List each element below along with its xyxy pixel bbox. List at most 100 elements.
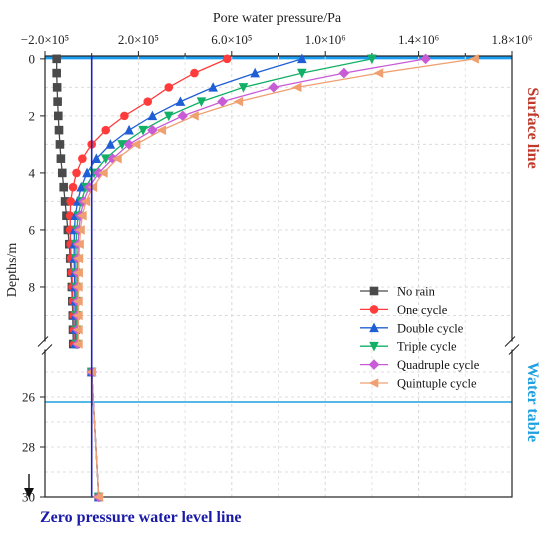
data-point (196, 97, 207, 107)
data-point (52, 54, 61, 64)
y-tick-label: 0 (29, 51, 36, 66)
x-tick-label: 1.0×10⁶ (305, 32, 346, 47)
data-point (163, 111, 174, 122)
data-point (147, 110, 158, 121)
data-point (338, 67, 350, 79)
legend-label: Double cycle (397, 321, 464, 335)
surface-line-label: Surface line (524, 87, 541, 168)
x-tick-label: 1.4×10⁶ (398, 32, 439, 47)
data-point (68, 182, 78, 192)
legend-marker (369, 341, 379, 352)
data-point (420, 53, 431, 65)
data-point (82, 167, 92, 178)
axis-break-gap (506, 341, 518, 350)
data-point (297, 68, 307, 79)
data-point (208, 82, 218, 92)
data-point (52, 68, 61, 78)
data-point (73, 296, 83, 307)
axis-break-mark (504, 336, 516, 347)
data-point (222, 54, 232, 64)
data-point (76, 181, 86, 192)
axis-break-gap (39, 341, 51, 350)
series-1 (65, 54, 232, 502)
legend-marker (369, 305, 379, 314)
data-point (250, 67, 260, 78)
data-point (73, 253, 84, 264)
y-tick-label: 26 (22, 390, 36, 405)
data-point (75, 225, 85, 235)
legend-label: Quintuple cycle (397, 377, 477, 391)
legend-marker (368, 359, 380, 370)
data-point (373, 68, 384, 78)
data-point (124, 124, 134, 135)
legend-marker (369, 322, 379, 333)
data-point (112, 153, 122, 164)
data-point (147, 124, 158, 136)
y-axis-title: Depths/m (5, 243, 20, 298)
legend-label: Quadruple cycle (397, 358, 480, 372)
data-point (73, 267, 83, 278)
data-point (117, 140, 127, 150)
legend-marker (369, 286, 379, 296)
y-tick-label: 8 (29, 279, 36, 294)
legend-label: No rain (397, 285, 436, 299)
zero-pressure-line-label: Zero pressure water level line (40, 509, 241, 526)
data-point (74, 239, 84, 249)
data-point (120, 111, 129, 121)
water-table-label: Water table (524, 362, 541, 442)
y-tick-label: 6 (29, 222, 36, 237)
x-tick-label: 6.0×10⁵ (211, 32, 252, 47)
series-4 (72, 53, 431, 503)
axis-break-mark (508, 344, 520, 355)
data-point (59, 182, 68, 192)
data-point (101, 125, 111, 135)
data-point (91, 153, 102, 163)
data-point (217, 96, 228, 107)
data-point (156, 125, 167, 135)
data-point (98, 168, 108, 178)
y-axis-arrow-head (24, 488, 34, 498)
data-point (189, 111, 199, 121)
data-point (190, 68, 199, 78)
data-point (78, 154, 87, 163)
data-point (233, 96, 244, 107)
data-point (52, 83, 62, 92)
series-5 (73, 54, 479, 502)
legend-label: Triple cycle (397, 340, 457, 354)
data-point (105, 139, 116, 149)
axis-break-mark (37, 336, 49, 347)
data-point (55, 140, 65, 149)
data-point (238, 83, 249, 93)
series-line (91, 371, 100, 498)
legend-label: One cycle (397, 303, 448, 317)
data-point (175, 96, 186, 106)
data-point (60, 197, 70, 206)
data-point (54, 125, 64, 135)
series-2 (69, 53, 307, 502)
data-point (77, 210, 87, 221)
y-tick-label: 2 (29, 108, 36, 123)
data-point (53, 97, 62, 106)
data-point (367, 54, 377, 65)
data-point (130, 139, 141, 150)
data-point (164, 83, 174, 92)
x-axis-title: Pore water pressure/Pa (213, 11, 342, 26)
data-point (72, 168, 81, 178)
data-point (73, 324, 83, 335)
data-point (57, 168, 67, 178)
data-point (138, 125, 148, 136)
y-tick-label: 28 (22, 440, 35, 455)
data-point (56, 154, 66, 163)
y-tick-label: 4 (29, 165, 36, 180)
data-point (100, 154, 111, 164)
data-point (80, 196, 91, 207)
data-point (291, 82, 302, 93)
data-point (143, 97, 153, 106)
data-point (93, 492, 104, 502)
data-point (73, 282, 83, 292)
data-point (54, 111, 63, 121)
data-point (73, 310, 83, 321)
legend-marker (368, 378, 379, 388)
data-point (177, 110, 189, 122)
